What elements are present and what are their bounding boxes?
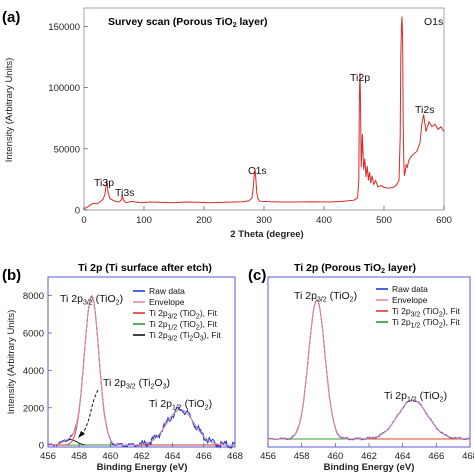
panel-c-legend-entry: Envelope bbox=[392, 295, 428, 305]
annotation-ti3p: Ti3p bbox=[94, 177, 114, 189]
panel-c-ti2p12-fit-line bbox=[268, 399, 470, 440]
panel-b-legend-entry: Raw data bbox=[149, 286, 185, 296]
panel-b-envelope-line bbox=[48, 294, 235, 446]
panel-c-legend-entry: Ti 2p3/2​ (TiO2​), Fit bbox=[392, 306, 460, 319]
panel-a-series-line bbox=[83, 16, 445, 210]
panel-c-annotation-ti2p12-tio2: Ti 2p1/2​ (TiO2​) bbox=[384, 390, 447, 404]
panel-c-x-tick-label: 462 bbox=[361, 451, 377, 462]
panel-c-annotation-ti2p32-tio2: Ti 2p3/2​ (TiO2​) bbox=[294, 290, 357, 304]
panel-c-title: Ti 2p (Porous TiO2 layer) bbox=[294, 262, 416, 275]
panel-a-x-label: 2 Theta (degree) bbox=[230, 229, 303, 240]
panel-c-x-tick-label: 466 bbox=[428, 451, 444, 462]
panel-c-x-ticks: 456 458 460 462 464 466 468 bbox=[260, 438, 474, 462]
panel-a-x-tick-label: 500 bbox=[376, 215, 392, 226]
panel-c-x-label: Binding Energy (eV) bbox=[324, 462, 415, 473]
panel-b-annotation-ti2p32-ti2o3: Ti 2p3/2​ (Ti2​O3​) bbox=[103, 377, 170, 391]
panel-a-x-ticks: 0 100 200 300 400 500 600 bbox=[81, 206, 452, 226]
panel-b-y-tick-label: 0 bbox=[39, 441, 44, 452]
panel-a-x-tick-label: 300 bbox=[256, 215, 272, 226]
panel-b-x-tick-label: 456 bbox=[40, 451, 56, 462]
panel-a: (a) Survey scan (Porous TiO2 layer) 0 500… bbox=[2, 7, 452, 240]
panel-b-x-tick-label: 460 bbox=[102, 451, 118, 462]
panel-b-label: (b) bbox=[2, 267, 21, 284]
panel-c: (c) Ti 2p (Porous TiO2 layer) 456 458 460 4… bbox=[248, 262, 474, 473]
panel-a-y-tick-label: 100000 bbox=[48, 83, 80, 94]
panel-b-annotation-ti2p32-tio2: Ti 2p3/2​ (TiO2​) bbox=[60, 293, 123, 307]
panel-c-ti2p32-fit-line bbox=[268, 299, 470, 440]
panel-b-x-tick-label: 468 bbox=[227, 451, 243, 462]
panel-c-frame bbox=[267, 276, 471, 448]
panel-c-x-tick-label: 464 bbox=[395, 451, 411, 462]
panel-b-title: Ti 2p (Ti surface after etch) bbox=[78, 262, 212, 274]
panel-b-x-label: Binding Energy (eV) bbox=[97, 462, 188, 473]
panel-b-x-tick-label: 464 bbox=[165, 451, 181, 462]
panel-b-arrow-head bbox=[78, 431, 85, 438]
panel-b-x-tick-label: 462 bbox=[134, 451, 150, 462]
panel-a-x-tick-label: 200 bbox=[196, 215, 212, 226]
panel-b-annotation-ti2p12-tio2: Ti 2p1/2​ (TiO2​) bbox=[149, 398, 212, 412]
panel-a-y-tick-label: 150000 bbox=[48, 22, 80, 33]
panel-b-legend-entry: Ti 2p1/2​ (TiO2​), Fit bbox=[149, 319, 217, 332]
panel-a-title: Survey scan (Porous TiO2 layer) bbox=[108, 16, 268, 29]
panel-c-raw-data-line bbox=[267, 299, 470, 441]
panel-c-legend-entry: Raw data bbox=[392, 284, 428, 294]
panel-b-x-ticks: 456 458 460 462 464 466 468 bbox=[40, 443, 243, 462]
panel-a-x-tick-label: 400 bbox=[316, 215, 332, 226]
annotation-ti3s: Ti3s bbox=[115, 187, 134, 199]
panel-b-y-tick-label: 2000 bbox=[23, 403, 44, 414]
panel-c-x-tick-label: 458 bbox=[294, 451, 310, 462]
panel-b-y-tick-label: 6000 bbox=[23, 329, 44, 340]
panel-b-y-tick-label: 4000 bbox=[23, 366, 44, 377]
panel-b-x-tick-label: 458 bbox=[71, 451, 87, 462]
annotation-c1s: C1s bbox=[248, 165, 267, 177]
panel-b-legend-entry: Ti 2p3/2​ (TiO2​), Fit bbox=[149, 308, 217, 321]
panel-a-y-ticks: 0 50000 100000 150000 bbox=[48, 22, 88, 217]
panel-b-legend-entry: Envelope bbox=[149, 297, 185, 307]
panel-b: (b) Ti 2p (Ti surface after etch) 0 2000 4… bbox=[2, 262, 243, 473]
panel-c-legend-entry: Ti 2p1/2​ (TiO2​), Fit bbox=[392, 317, 460, 330]
panel-c-envelope-line bbox=[268, 299, 470, 440]
panel-a-x-tick-label: 0 bbox=[81, 215, 86, 226]
panel-a-y-tick-label: 50000 bbox=[54, 144, 80, 155]
panel-b-x-tick-label: 466 bbox=[196, 451, 212, 462]
panel-b-y-tick-label: 8000 bbox=[23, 291, 44, 302]
annotation-ti2p: Ti2p bbox=[350, 72, 370, 84]
panel-b-y-label: Intensity (Arbitrary Units) bbox=[6, 310, 17, 415]
panel-a-x-tick-label: 100 bbox=[136, 215, 152, 226]
panel-a-x-tick-label: 600 bbox=[436, 215, 452, 226]
annotation-o1s: O1s bbox=[424, 16, 443, 28]
panel-b-annotation-arrow bbox=[81, 389, 99, 436]
panel-a-label: (a) bbox=[2, 9, 20, 26]
panel-c-x-tick-label: 460 bbox=[327, 451, 343, 462]
panel-a-frame bbox=[83, 7, 445, 211]
annotation-ti2s: Ti2s bbox=[415, 104, 434, 116]
panel-a-y-label: Intensity (Arbitrary Units) bbox=[4, 58, 15, 163]
panel-c-x-tick-label: 468 bbox=[462, 451, 474, 462]
panel-b-legend-entry: Ti 2p3/2​ (Ti2​O3​), Fit bbox=[149, 330, 221, 343]
panel-a-y-tick-label: 0 bbox=[75, 206, 80, 217]
panel-c-x-tick-label: 456 bbox=[260, 451, 276, 462]
panel-c-label: (c) bbox=[248, 267, 266, 284]
